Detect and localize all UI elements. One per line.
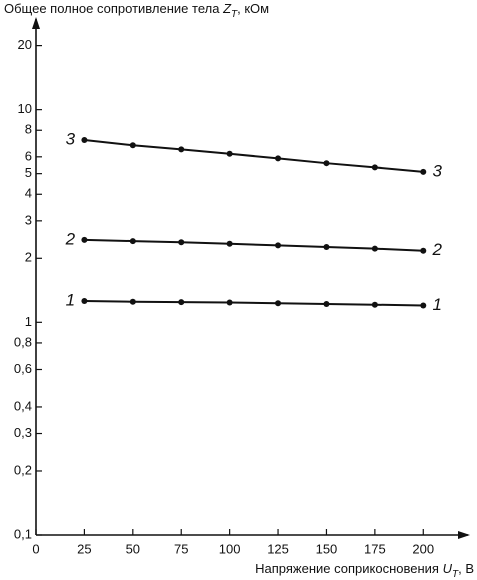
y-label-unit: , кОм <box>237 1 269 16</box>
point <box>420 302 427 309</box>
x-tick-label: 100 <box>219 541 241 556</box>
x-tick-label: 50 <box>126 541 140 556</box>
point <box>371 164 378 171</box>
x-tick-label: 125 <box>267 541 289 556</box>
y-tick-label: 0,8 <box>14 334 32 349</box>
curve-label: 1 <box>66 290 75 309</box>
y-tick-label: 0,1 <box>14 526 32 541</box>
y-tick-label: 5 <box>25 165 32 180</box>
point <box>323 244 330 251</box>
point <box>178 239 185 246</box>
point <box>275 242 282 249</box>
curve-label: 3 <box>433 161 443 180</box>
point <box>371 301 378 308</box>
x-tick-label: 25 <box>77 541 91 556</box>
y-tick-label: 0,2 <box>14 462 32 477</box>
point <box>420 168 427 175</box>
y-tick-label: 8 <box>25 122 32 137</box>
x-label-subscript: T <box>452 569 459 580</box>
series-line <box>84 238 424 252</box>
point <box>323 160 330 167</box>
point <box>81 297 88 304</box>
point <box>226 150 233 157</box>
point <box>371 245 378 252</box>
point <box>275 300 282 307</box>
y-label-text: Общее полное сопротивление тела <box>4 1 220 16</box>
x-tick-label: 200 <box>412 541 434 556</box>
y-label-symbol: Z <box>222 1 232 16</box>
x-tick-label: 0 <box>32 541 39 556</box>
point <box>81 236 88 243</box>
y-tick-label: 6 <box>25 148 32 163</box>
point <box>420 247 427 254</box>
y-tick-label: 0,6 <box>14 361 32 376</box>
y-tick-label: 1 <box>25 314 32 329</box>
curve-label: 1 <box>433 295 442 314</box>
series-line <box>84 138 424 173</box>
y-tick-label: 4 <box>25 186 32 201</box>
point <box>129 298 136 305</box>
y-tick-label: 0,3 <box>14 425 32 440</box>
x-tick-label: 150 <box>316 541 338 556</box>
point <box>81 136 88 143</box>
point <box>129 142 136 149</box>
y-axis-label: Общее полное сопротивление тела ZT, кОм <box>4 1 269 19</box>
curve-label: 3 <box>66 129 76 148</box>
x-label-unit: , В <box>458 561 474 576</box>
y-tick-label: 3 <box>25 212 32 227</box>
point <box>275 155 282 162</box>
y-tick-label: 10 <box>18 101 32 116</box>
x-axis-arrow <box>458 531 470 539</box>
point <box>178 299 185 306</box>
y-tick-label: 2 <box>25 250 32 265</box>
x-label-symbol: U <box>443 561 453 576</box>
curve-label: 2 <box>65 229 76 248</box>
point <box>129 238 136 245</box>
x-axis-label: Напряжение соприкосновения UT, В <box>255 561 474 579</box>
curve-label: 2 <box>432 240 443 259</box>
x-tick-label: 175 <box>364 541 386 556</box>
x-tick-label: 75 <box>174 541 188 556</box>
y-label-subscript: T <box>231 9 238 20</box>
point <box>323 300 330 307</box>
y-tick-label: 20 <box>18 37 32 52</box>
y-tick-label: 0,4 <box>14 398 32 413</box>
point <box>226 240 233 247</box>
series-line <box>84 299 424 307</box>
x-label-text: Напряжение соприкосновения <box>255 561 439 576</box>
y-axis-arrow <box>32 17 40 29</box>
point <box>178 146 185 153</box>
point <box>226 299 233 306</box>
